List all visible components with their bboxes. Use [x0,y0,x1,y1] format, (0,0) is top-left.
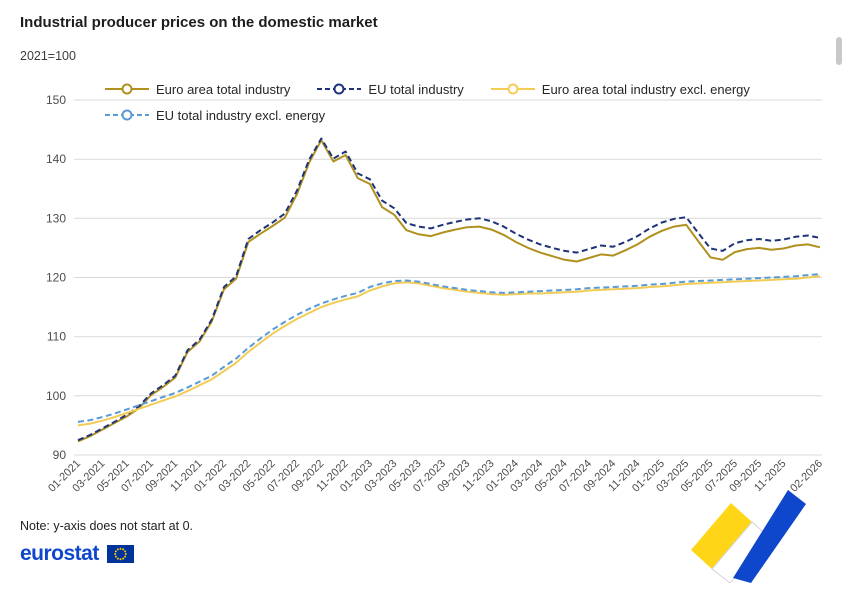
series-line-eu-total-industry-excl-energy [77,273,821,423]
legend-circle-marker [121,109,133,121]
flag-star [123,555,126,558]
y-tick-label: 100 [46,389,66,403]
legend-circle-marker [507,83,519,95]
legend-marker-euro-area-total-industry [105,83,149,95]
legend-label: Euro area total industry excl. energy [541,81,750,97]
legend-marker-eu-total-industry-excl-energy [105,109,149,121]
chart-title: Industrial producer prices on the domest… [20,14,378,31]
scrollbar-thumb[interactable] [836,37,842,65]
y-tick-label: 120 [46,271,66,285]
legend-marker-euro-area-total-industry-excl-energy [490,83,535,95]
flag-star [114,549,117,552]
eu-flag-icon [106,544,134,563]
y-tick-label: 110 [47,330,66,344]
flag-star [114,552,117,555]
y-tick-label: 150 [46,93,66,107]
flag-star [122,557,125,560]
legend-circle-marker [333,83,345,95]
legend-label: Euro area total industry [156,81,291,97]
y-tick-label: 140 [46,152,66,166]
decorative-ribbon-graphic [691,490,806,583]
legend-item-eu-total-industry-excl-energy: EU total industry excl. energy [102,106,328,124]
eurostat-logo: eurostat [20,543,134,564]
chart-subtitle: 2021=100 [20,49,76,63]
legend-label: EU total industry excl. energy [156,107,326,123]
legend-marker-eu-total-industry [317,83,362,95]
chart-note: Note: y-axis does not start at 0. [20,519,193,533]
legend-item-euro-area-total-industry-excl-energy: Euro area total industry excl. energy [487,80,752,98]
flag-star [114,555,117,558]
flag-star [119,547,122,550]
legend: Euro area total industry EU total industr… [102,80,815,124]
series-line-eu-total-industry [77,137,821,442]
flag-star [124,552,127,555]
x-tick-label: 02-2026 [788,458,825,495]
legend-item-euro-area-total-industry: Euro area total industry [102,80,293,98]
flag-star [123,549,126,552]
flag-star [116,547,119,550]
eurostat-logo-text: eurostat [20,542,99,565]
flag-star [119,557,122,560]
flag-star [116,557,119,560]
flag-field [106,544,134,563]
legend-circle-marker [121,83,133,95]
series-line-euro-area-total-industry-excl-energy [77,275,821,427]
legend-item-eu-total-industry: EU total industry [314,80,466,98]
flag-star [122,547,125,550]
y-tick-label: 130 [46,211,66,225]
ribbon-yellow-band [691,503,752,569]
y-tick-label: 90 [53,448,67,462]
ribbon-blue-band [733,490,806,583]
legend-label: EU total industry [368,81,464,97]
